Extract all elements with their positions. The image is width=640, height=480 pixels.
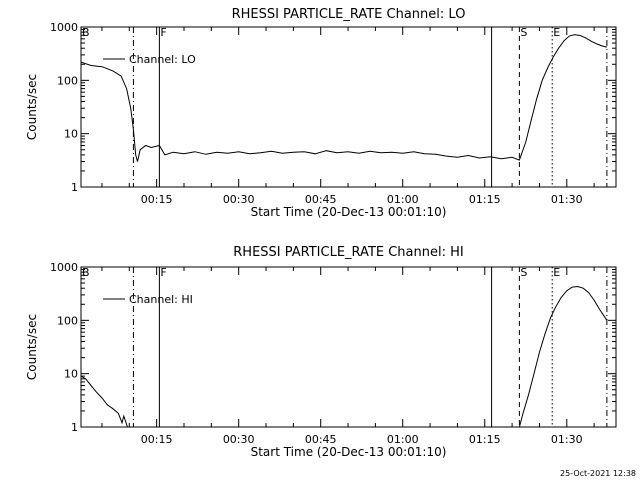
legend-label: Channel: HI [129,293,193,306]
event-marker-label: S [520,266,527,279]
y-tick-label: 10 [64,368,78,381]
series-line [81,34,608,162]
chart-title: RHESSI PARTICLE_RATE Channel: LO [232,7,466,22]
x-tick-label: 01:30 [551,193,583,206]
y-axis-label: Counts/sec [25,314,39,380]
x-axis-label: Start Time (20-Dec-13 00:01:10) [251,205,447,219]
y-tick-label: 100 [57,74,78,87]
event-marker-label: F [160,266,166,279]
event-marker-label: B [82,266,90,279]
footer-timestamp: 25-Oct-2021 12:38 [560,469,636,478]
y-tick-label: 100 [57,314,78,327]
event-marker-label: S [520,26,527,39]
x-tick-label: 01:00 [387,433,419,446]
x-tick-label: 01:30 [551,433,583,446]
y-axis-label: Counts/sec [25,74,39,140]
chart-panel-1: RHESSI PARTICLE_RATE Channel: LO 1 10 100 10… [25,7,617,219]
x-tick-label: 01:15 [469,193,501,206]
chart-title: RHESSI PARTICLE_RATE Channel: HI [233,245,463,260]
event-marker-label: E [553,26,560,39]
x-axis-label: Start Time (20-Dec-13 00:01:10) [251,445,447,459]
x-tick-label: 00:45 [305,433,337,446]
x-tick-label: 00:15 [141,433,173,446]
x-tick-label: 00:30 [223,433,255,446]
series-line [81,285,608,427]
legend-label: Channel: LO [129,53,196,66]
x-tick-label: 00:45 [305,193,337,206]
chart-panel-2: RHESSI PARTICLE_RATE Channel: HI 1 10 100 10… [25,245,617,459]
y-tick-label: 1 [71,421,78,434]
y-tick-label: 10 [64,128,78,141]
x-tick-label: 00:30 [223,193,255,206]
y-tick-label: 1 [71,181,78,194]
y-tick-label: 1000 [50,261,78,274]
event-marker-label: F [160,26,166,39]
plot-frame [80,26,617,188]
event-marker-label: B [82,26,90,39]
x-tick-label: 01:15 [469,433,501,446]
x-tick-label: 01:00 [387,193,419,206]
x-tick-label: 00:15 [141,193,173,206]
plot-frame [80,266,617,428]
y-tick-label: 1000 [50,21,78,34]
event-marker-label: E [553,266,560,279]
